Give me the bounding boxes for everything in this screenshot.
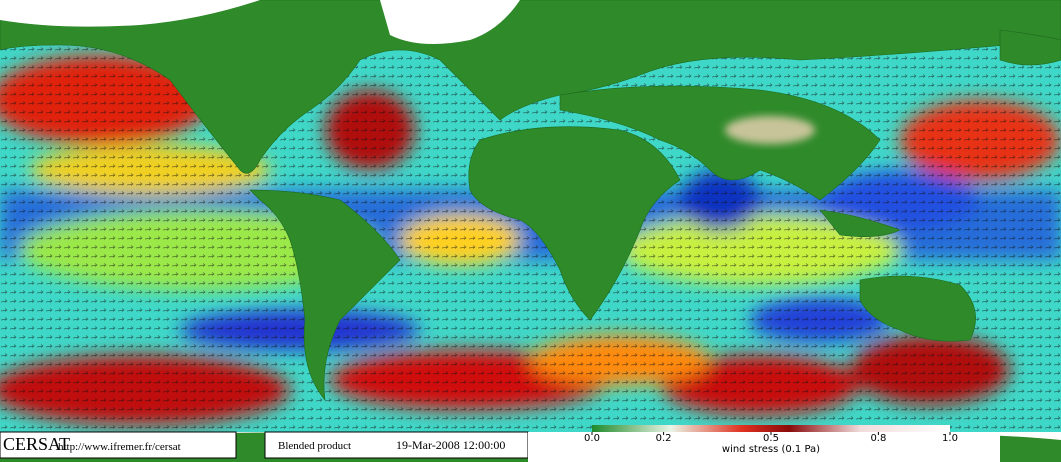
product: Blended product	[278, 440, 351, 452]
colorbar-tick-label: 0.0	[584, 433, 600, 444]
colorbar-tick-label: 0.8	[870, 433, 886, 444]
greenland	[380, 0, 520, 44]
colorbar-label: wind stress (0.1 Pa)	[722, 444, 820, 455]
date: 19-Mar-2008 12:00:00	[396, 438, 505, 452]
plateau	[725, 116, 815, 144]
logo: CERSAT	[3, 434, 70, 454]
colorbar-box	[528, 432, 1000, 462]
colorbar-tick-label: 0.5	[763, 433, 779, 444]
land	[0, 0, 1061, 401]
logo-box	[0, 431, 237, 459]
arctic-ice	[0, 0, 260, 27]
colorbar-tick-label: 1.0	[942, 433, 958, 444]
product-box	[264, 431, 529, 459]
colorbar	[592, 425, 950, 432]
colorbar-tick-label: 0.2	[656, 433, 672, 444]
url: http://www.ifremer.fr/cersat	[58, 441, 181, 453]
colorbar-ticks: 0.0 0.2 0.5 0.8 1.0	[584, 432, 958, 444]
